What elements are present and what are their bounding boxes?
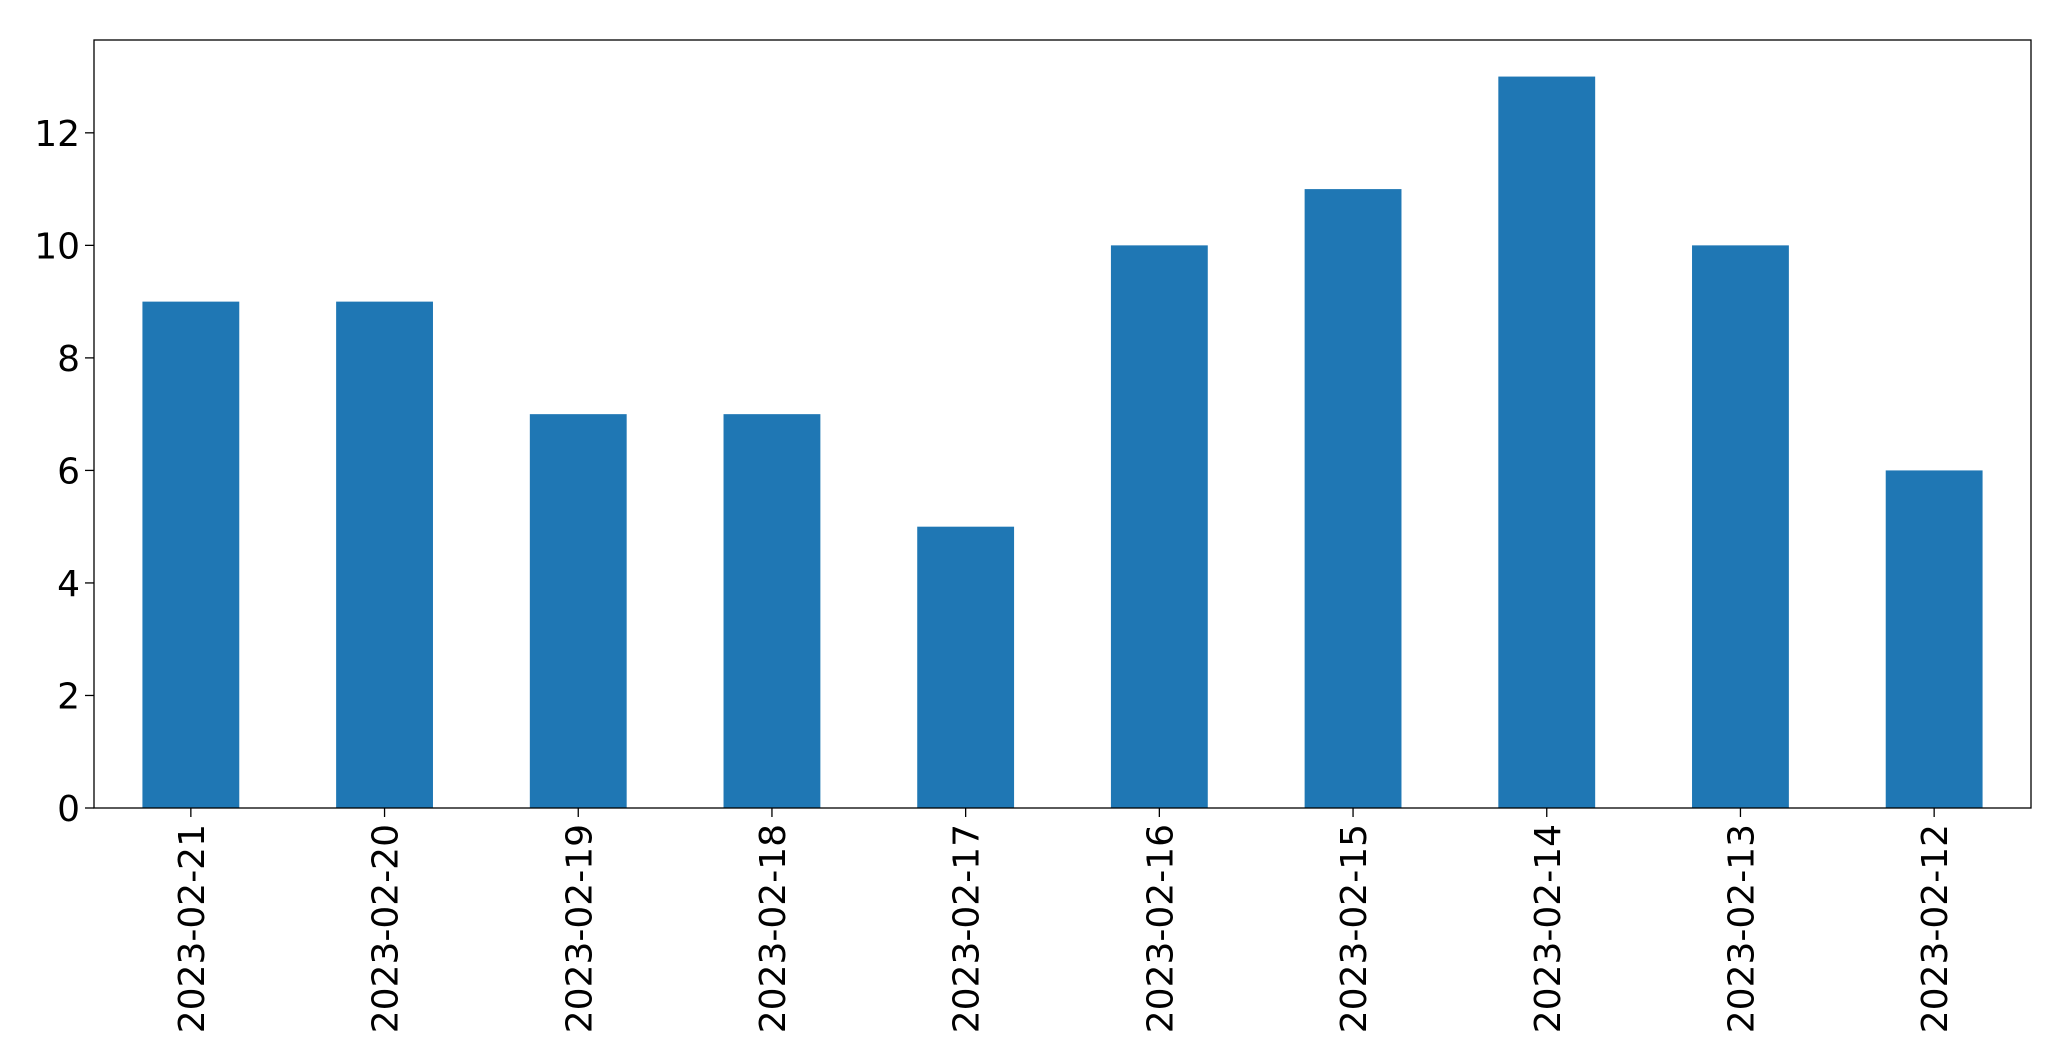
- y-tick-label: 0: [57, 789, 80, 830]
- x-tick-label: 2023-02-20: [366, 824, 407, 1033]
- y-tick-label: 10: [34, 226, 80, 267]
- x-tick-label: 2023-02-15: [1334, 824, 1375, 1033]
- bar: [723, 414, 821, 808]
- y-tick-label: 8: [57, 339, 80, 380]
- bar: [336, 301, 433, 808]
- bar: [142, 301, 240, 808]
- y-tick-label: 6: [57, 451, 80, 492]
- x-tick-label: 2023-02-17: [947, 824, 988, 1033]
- plot-frame: [93, 39, 2032, 809]
- x-tick-label: 2023-02-19: [559, 824, 600, 1033]
- y-tick-label: 12: [34, 114, 80, 155]
- bar: [1304, 189, 1402, 809]
- bar: [917, 526, 1015, 808]
- x-tick-label: 2023-02-12: [1915, 824, 1956, 1033]
- x-tick-label: 2023-02-18: [753, 824, 794, 1033]
- bar: [1692, 245, 1789, 808]
- x-tick-label: 2023-02-14: [1528, 824, 1569, 1033]
- x-tick-label: 2023-02-13: [1721, 824, 1762, 1033]
- bar: [1885, 470, 1983, 808]
- bar: [529, 414, 627, 808]
- y-tick-label: 4: [57, 564, 80, 605]
- x-tick-label: 2023-02-21: [172, 824, 213, 1033]
- bar: [1498, 76, 1596, 809]
- bar: [1110, 245, 1208, 808]
- y-tick-label: 2: [57, 676, 80, 717]
- x-tick-label: 2023-02-16: [1140, 824, 1181, 1033]
